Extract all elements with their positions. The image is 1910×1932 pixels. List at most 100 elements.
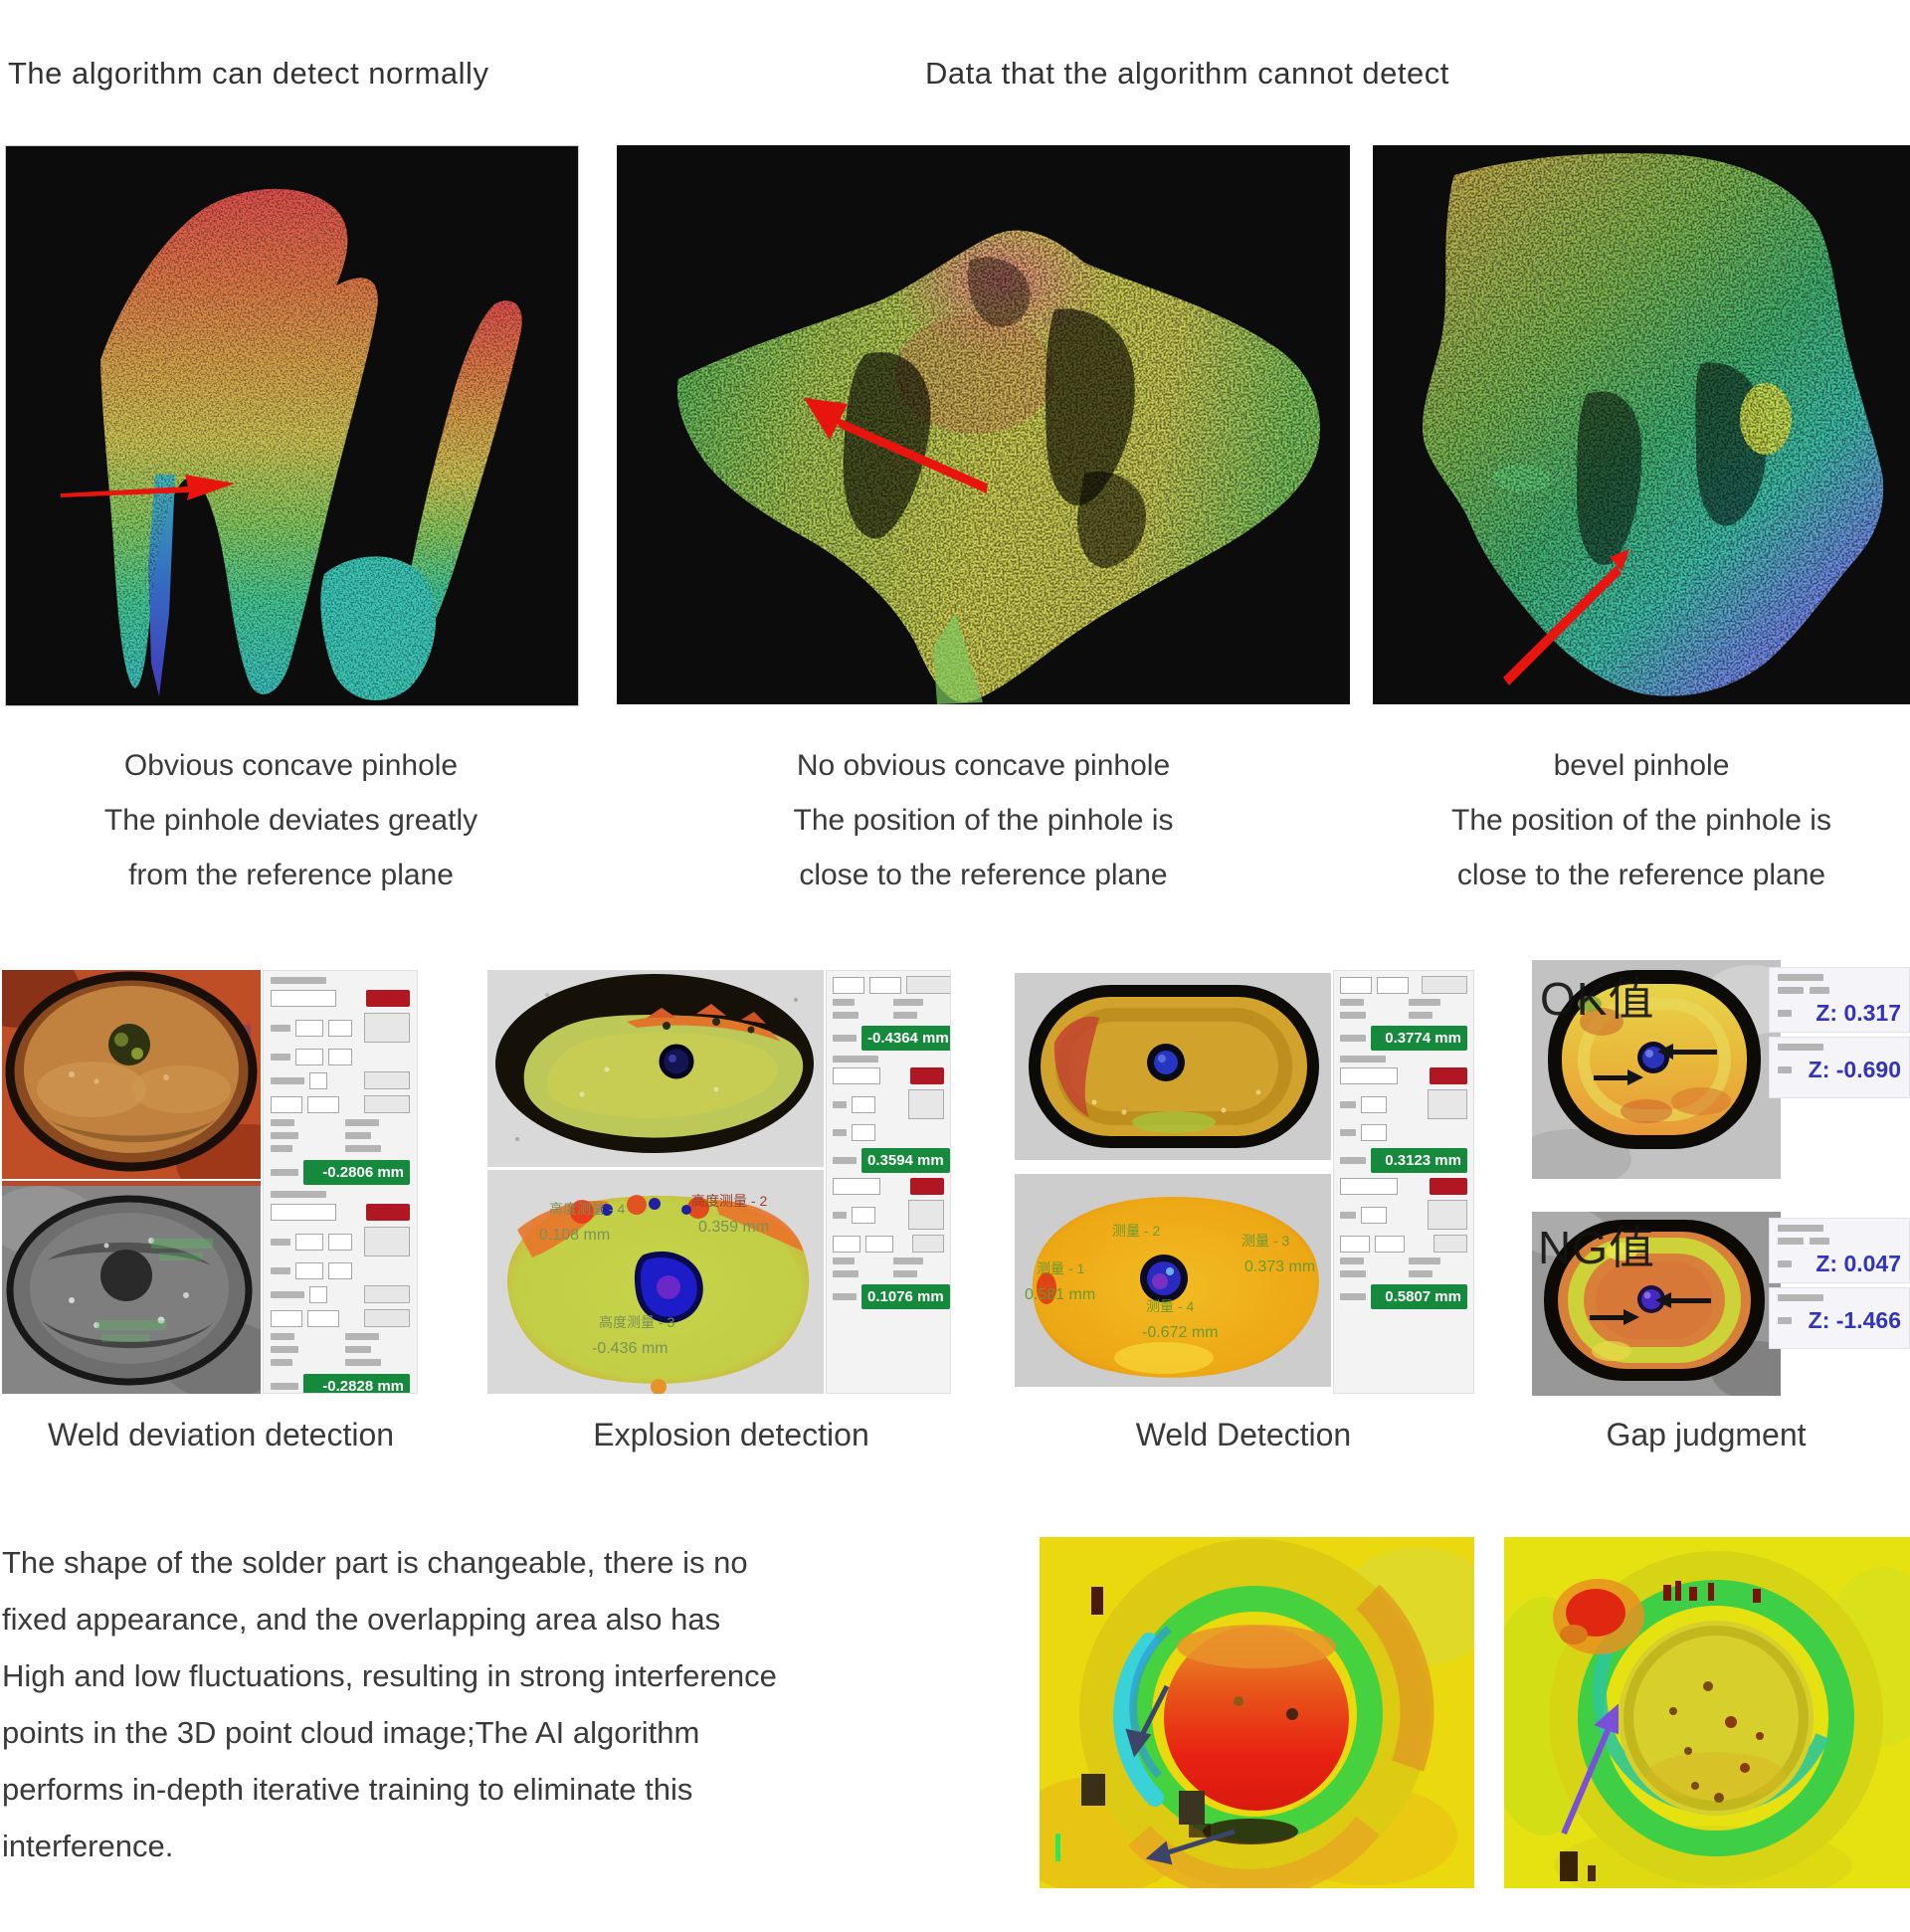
template-button[interactable] [364,1013,410,1043]
coord-input[interactable] [1361,1206,1387,1224]
caption-line: close to the reference plane [1456,859,1826,891]
header-left: The algorithm can detect normally [8,56,489,91]
z-value: Z: -0.690 [1808,1057,1901,1082]
coord-input[interactable] [328,1233,352,1251]
run-button[interactable] [1430,1178,1467,1195]
range-input[interactable] [271,1095,302,1113]
field-label [1340,1100,1356,1108]
paragraph-line: The shape of the solder part is changeab… [2,1545,748,1580]
ok-label: OK值 [1540,973,1655,1025]
name-input[interactable] [1340,1067,1398,1084]
caption-line: close to the reference plane [799,859,1168,891]
coord-input[interactable] [295,1233,323,1251]
caption-line: from the reference plane [128,859,454,891]
red-arrow-icon [1503,549,1629,685]
range-input[interactable] [833,976,864,994]
result-label [1340,1157,1366,1164]
control-group: 0.3774 mm [1340,976,1467,1051]
range-input[interactable] [833,1235,860,1253]
name-input[interactable] [1340,1178,1398,1195]
range-input[interactable] [1375,1235,1405,1253]
template-button[interactable] [1428,1200,1467,1230]
run-button[interactable] [366,1204,410,1221]
coord-input[interactable] [328,1262,352,1279]
coord-input[interactable] [852,1206,875,1224]
template-button[interactable] [364,1227,410,1256]
template-button[interactable] [908,1089,944,1119]
name-input[interactable] [833,1067,880,1084]
run-button[interactable] [910,1067,944,1084]
result-value: -0.4364 mm [861,1026,950,1051]
coord-input[interactable] [852,1095,875,1113]
name-input[interactable] [833,1178,880,1195]
set-button[interactable] [912,1235,944,1253]
control-group: -0.2828 mm [271,1191,410,1393]
annotation-label: 测量 - 1 [1037,1260,1084,1276]
annotation-value: -0.436 mm [592,1340,668,1357]
range-input[interactable] [307,1309,339,1327]
weld-deviation-image-top [2,970,261,1179]
caption-line: bevel pinhole [1553,749,1730,782]
range-input[interactable] [869,976,901,994]
annotation-label: 高度测量 - 4 [549,1201,625,1217]
bottom-paragraph: The shape of the solder part is changeab… [2,1534,1037,1874]
set-button[interactable] [364,1095,410,1113]
heightmap-image-left [1040,1537,1474,1888]
result-value: 0.5807 mm [1371,1284,1467,1309]
percent-input[interactable] [309,1285,327,1303]
info-label [1778,1317,1792,1324]
pointcloud-art-1 [6,146,578,705]
z-value: Z: 0.317 [1815,1000,1901,1026]
coord-input[interactable] [295,1049,323,1065]
range-input[interactable] [307,1095,339,1113]
field-label [271,977,326,984]
name-input[interactable] [271,990,336,1007]
run-button[interactable] [366,990,410,1007]
template-button[interactable] [1428,1089,1467,1119]
label-explosion-detection: Explosion detection [593,1417,869,1452]
coord-input[interactable] [328,1049,352,1065]
apply-button[interactable] [364,1285,410,1303]
run-button[interactable] [1430,1067,1467,1084]
set-button[interactable] [364,1309,410,1327]
pointcloud-image-bevel-pinhole [1373,145,1910,704]
coord-input[interactable] [295,1262,323,1279]
set-button[interactable] [906,976,950,994]
result-label [1340,1035,1366,1042]
percent-input[interactable] [309,1071,327,1089]
result-label [833,1035,857,1042]
name-input[interactable] [271,1204,336,1221]
template-button[interactable] [908,1200,944,1230]
range-input[interactable] [865,1235,893,1253]
coord-input[interactable] [295,1019,323,1037]
coord-input[interactable] [1361,1095,1387,1113]
range-input[interactable] [271,1309,302,1327]
coord-input[interactable] [852,1124,875,1141]
field-label [1340,1211,1356,1219]
control-group: -0.2806 mm [271,977,410,1185]
run-button[interactable] [910,1178,944,1195]
control-panel-explosion: -0.4364 mm 0.3594 mm 0.1076 mm [826,970,951,1394]
gap-ok-image [1532,960,1781,1179]
result-label [271,1169,298,1176]
caption-pointcloud-1: Obvious concave pinhole The pinhole devi… [0,738,582,902]
range-input[interactable] [1340,976,1372,994]
annotation-arrow-icon [1561,1703,1619,1835]
result-value: 0.3774 mm [1371,1026,1467,1051]
stats-block [271,1333,410,1366]
gap-arrow-icon [1594,1044,1717,1085]
set-button[interactable] [1433,1235,1467,1253]
range-input[interactable] [1340,1235,1370,1253]
annotation-label: 高度测量 - 3 [599,1314,674,1330]
apply-button[interactable] [364,1071,410,1089]
annotation-label: 测量 - 4 [1146,1298,1194,1314]
coord-input[interactable] [328,1019,352,1037]
field-label [271,1238,290,1246]
ng-label: NG值 [1538,1222,1655,1273]
range-input[interactable] [1377,976,1409,994]
gap-arrow-icon [1590,1292,1711,1325]
result-value: 0.3594 mm [861,1148,950,1173]
result-value: -0.2806 mm [303,1160,410,1185]
set-button[interactable] [1422,976,1467,994]
coord-input[interactable] [1361,1124,1387,1141]
